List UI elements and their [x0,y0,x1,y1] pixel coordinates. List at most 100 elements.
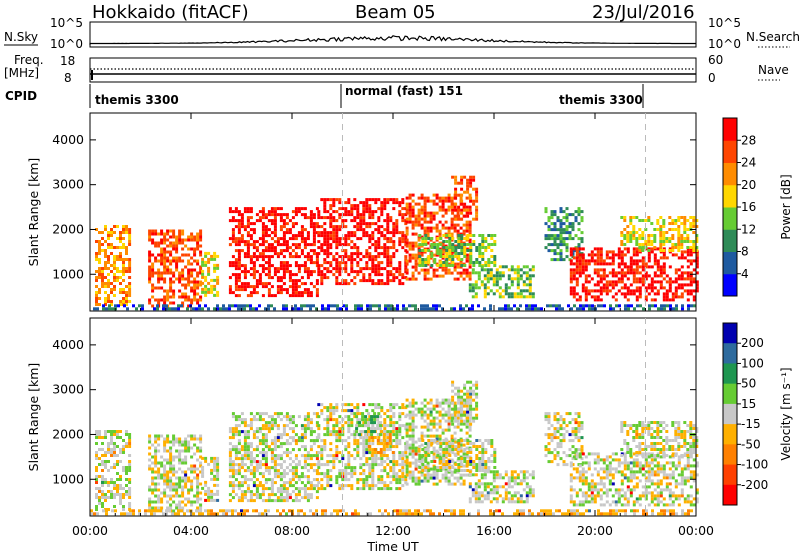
heatmap-cell [201,263,205,267]
heatmap-cell [344,240,348,244]
heatmap-cell [341,219,345,223]
heatmap-cell [128,243,132,246]
heatmap-cell [580,210,584,214]
heatmap-cell [160,274,164,278]
heatmap-cell [353,207,357,211]
heatmap-cell [181,253,185,257]
heatmap-cell [231,415,235,419]
heatmap-cell [320,463,324,467]
heatmap-cell [662,231,666,234]
heatmap-cell [116,484,119,487]
heatmap-cell [644,228,648,231]
heatmap-cell [196,482,200,486]
heatmap-cell [234,288,238,292]
heatmap-cell [261,439,265,443]
heatmap-cell [453,268,457,272]
heatmap-cell [429,428,433,432]
heatmap-cell [347,457,351,461]
heatmap-cell [294,255,298,259]
heatmap-cell [119,484,122,487]
heatmap-cell [273,460,277,464]
heatmap-cell [279,219,283,223]
heatmap-cell [246,454,250,458]
heatmap-cell [169,464,173,468]
heatmap-cell [110,493,113,496]
heatmap-cell [184,295,188,299]
heatmap-cell [432,226,436,230]
heatmap-cell [282,442,286,446]
heatmap-cell [323,487,327,491]
heatmap-cell [169,244,173,248]
heatmap-cell [398,267,402,271]
heatmap-cell [320,216,324,220]
heatmap-cell [356,409,360,413]
heatmap-cell [596,274,600,278]
heatmap-cell [350,279,354,283]
heatmap-cell [474,283,478,287]
heatmap-cell [395,201,399,205]
heatmap-cell [98,463,101,466]
heatmap-cell [408,428,412,432]
heatmap-cell [674,271,678,275]
heatmap-cell [572,256,576,260]
heatmap-cell [562,216,566,220]
heatmap-cell [383,427,387,431]
heatmap-cell [474,280,478,284]
heatmap-cell [501,295,505,299]
heatmap-cell [267,264,271,268]
heatmap-cell [128,270,132,273]
heatmap-cell [695,246,699,249]
heatmap-cell [172,274,176,278]
heatmap-cell [249,273,253,277]
heatmap-cell [119,448,122,451]
heatmap-cell [288,493,292,497]
heatmap-cell [98,270,101,273]
heatmap-cell [465,271,469,275]
heatmap-cell [231,210,235,214]
heatmap-cell [471,295,475,299]
heatmap-cell [270,460,274,464]
heatmap-cell [408,449,412,453]
heatmap-cell [154,470,158,474]
heatmap-cell [487,243,491,246]
heatmap-cell [383,442,387,446]
heatmap-cell [641,280,645,284]
heatmap-cell [300,225,304,229]
heatmap-cell [326,481,330,485]
heatmap-cell [329,430,333,434]
heatmap-cell [282,481,286,485]
heatmap-cell [252,261,256,265]
heatmap-cell [264,246,268,250]
heatmap-cell [426,196,430,200]
heatmap-cell [119,499,122,502]
heatmap-cell [599,268,603,272]
heatmap-cell [433,258,437,261]
heatmap-cell [576,307,579,311]
heatmap-cell [207,281,211,285]
heatmap-cell [237,273,241,277]
heatmap-cell [258,493,262,497]
heatmap-cell [291,460,295,464]
heatmap-cell [193,277,197,281]
heatmap-cell [647,243,651,246]
heatmap-cell [447,449,451,453]
heatmap-cell [575,268,579,272]
heatmap-cell [398,457,402,461]
heatmap-cell [326,406,330,410]
heatmap-cell [350,207,354,211]
heatmap-cell [110,466,113,469]
heatmap-cell [466,181,470,185]
heatmap-cell [323,237,327,241]
heatmap-cell [306,294,310,298]
heatmap-cell [300,282,304,286]
heatmap-cell [288,279,292,283]
heatmap-cell [371,222,375,226]
heatmap-cell [329,406,333,410]
heatmap-cell [683,240,687,243]
heatmap-cell [297,448,301,452]
heatmap-cell [187,283,191,287]
heatmap-cell [478,249,482,252]
heatmap-cell [285,481,289,485]
heatmap-cell [531,295,535,299]
heatmap-cell [148,497,152,501]
